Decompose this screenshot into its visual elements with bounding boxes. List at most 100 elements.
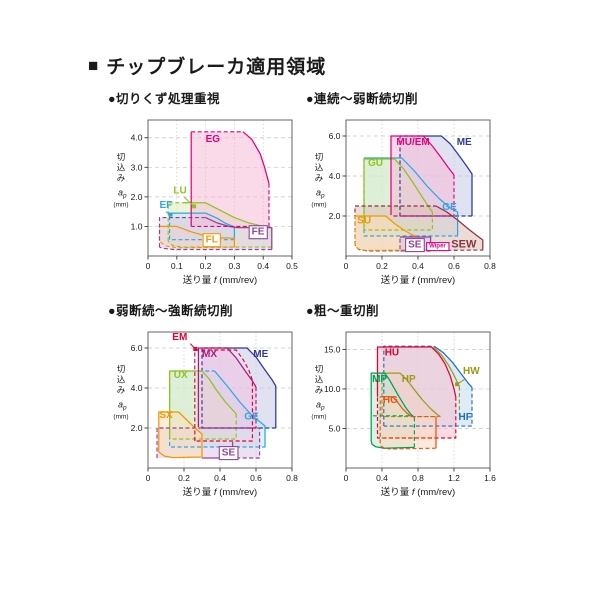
region-border-SEW <box>435 205 484 249</box>
label-SE: SE <box>408 240 422 251</box>
x-tick-label: 0 <box>344 261 349 271</box>
region-border-dashed-FL <box>158 226 235 249</box>
label-EF: EF <box>160 200 173 211</box>
region-border-FE <box>205 217 273 250</box>
region-border-dashed-EG <box>191 183 270 227</box>
chart-grid: ●切りくず処理重視 0 0.1 0.2 0.3 0.4 0.5 1.0 2.0 3.0 4.0 送り… <box>104 88 500 512</box>
label-GU: GU <box>368 158 383 169</box>
label-HW: HW <box>463 366 480 377</box>
region-border-HG <box>380 396 413 418</box>
y-axis-unit: (mm) <box>113 414 128 421</box>
y-axis-title-char: 切 <box>315 364 324 374</box>
y-axis-title-char: 込 <box>315 163 324 173</box>
label-LU: LU <box>173 185 186 196</box>
chart-heading: ●切りくず処理重視 <box>108 92 221 106</box>
region-border-EF <box>169 212 236 240</box>
region-border-MX <box>197 347 257 427</box>
chart-plot-heavy-cutting: 0 0.4 0.8 1.2 1.6 5.0 10.0 15.0 送り量 f (mm/rev) 切込… <box>302 320 500 514</box>
plot-border <box>147 119 293 257</box>
region-border-HW <box>432 346 460 387</box>
chart-svg-1: 0 0.2 0.4 0.6 0.8 2.0 4.0 6.0 送り量 f (mm/rev) 切込みa… <box>311 119 496 286</box>
label-HF: HF <box>459 412 472 423</box>
x-tick-label: 1.2 <box>448 473 460 483</box>
label-GE: GE <box>442 202 457 213</box>
label-EM: EM <box>172 332 187 343</box>
y-tick-label: 3.0 <box>131 162 143 172</box>
chart-heading: ●弱断続〜強断続切削 <box>108 304 234 318</box>
label-leader-marker-LU <box>192 204 197 209</box>
label-ME: ME <box>457 137 472 148</box>
x-tick-label: 0.4 <box>412 261 424 271</box>
x-tick-label: 0.3 <box>228 261 240 271</box>
x-tick-label: 0.2 <box>200 261 212 271</box>
x-tick-label: 0 <box>146 473 151 483</box>
y-axis-title-char: み <box>315 385 324 395</box>
region-border-ME <box>227 347 277 428</box>
region-border-ME <box>421 135 473 216</box>
region-MU/EM <box>391 136 454 216</box>
region-border-dashed-FE <box>158 217 206 248</box>
y-axis-variable: ap <box>118 188 127 200</box>
chart-svg-2: 0 0.2 0.4 0.6 0.8 2.0 4.0 6.0 送り量 f (mm/rev) 切込みa… <box>113 331 298 498</box>
y-tick-label: 4.0 <box>131 133 143 143</box>
label-leader-marker-EF <box>168 212 173 217</box>
x-tick-label: 0.4 <box>214 473 226 483</box>
region-border-GE <box>364 157 459 235</box>
y-tick-label: 5.0 <box>329 423 341 433</box>
page-title-text: チップブレーカ適用領域 <box>106 57 327 78</box>
label-box-FE <box>248 225 268 240</box>
region-border-HU <box>376 346 457 397</box>
x-tick-label: 0.8 <box>286 473 298 483</box>
y-axis-title-char: み <box>117 173 126 183</box>
label-SU: SU <box>357 216 371 227</box>
region-border-HF <box>433 345 473 388</box>
label-FE: FE <box>252 227 265 238</box>
y-tick-label: 4.0 <box>131 383 143 393</box>
region-HG <box>380 396 436 449</box>
y-axis-title-char: み <box>117 385 126 395</box>
y-axis-unit: (mm) <box>311 202 326 209</box>
label-EG: EG <box>206 134 221 145</box>
chart-cell-chip-control: ●切りくず処理重視 0 0.1 0.2 0.3 0.4 0.5 1.0 2.0 3.0 4.0 送り… <box>104 88 302 300</box>
y-axis-title-char: 込 <box>315 375 324 385</box>
region-border-dashed-HG <box>379 396 437 450</box>
x-axis-title: 送り量 f (mm/rev) <box>381 274 455 286</box>
label-SEW: SEW <box>451 239 477 251</box>
y-tick-label: 2.0 <box>131 192 143 202</box>
label-MX: MX <box>202 349 217 360</box>
region-border-EG <box>242 131 270 184</box>
x-tick-label: 0 <box>146 261 151 271</box>
label-HU: HU <box>385 348 399 359</box>
region-border-dashed-MU/EM <box>391 175 455 217</box>
region-border-dashed-LU <box>167 202 183 242</box>
label-box-SE <box>218 446 239 461</box>
region-border-UX <box>168 370 237 438</box>
label-box-SE <box>405 238 425 253</box>
x-tick-label: 0.2 <box>178 473 190 483</box>
region-border-dashed-SE <box>156 427 261 459</box>
region-MX <box>198 348 256 428</box>
chart-heading: ●粗〜重切削 <box>306 304 380 318</box>
label-HP: HP <box>402 374 416 385</box>
x-tick-label: 0.4 <box>376 473 388 483</box>
x-axis-title: 送り量 f (mm/rev) <box>183 486 257 498</box>
y-axis-unit: (mm) <box>311 414 326 421</box>
label-GE: GE <box>244 412 259 423</box>
region-border-dashed-UX <box>169 414 237 440</box>
region-border-MP <box>370 372 415 442</box>
y-axis-title-char: 切 <box>117 364 126 374</box>
x-tick-label: 0 <box>344 473 349 483</box>
y-tick-label: 4.0 <box>329 171 341 181</box>
y-axis-variable: ap <box>118 400 127 412</box>
chart-cell-continuous-cutting: ●連続〜弱断続切削 0 0.2 0.4 0.6 0.8 2.0 4.0 6.0 送り量 f (m… <box>302 88 500 300</box>
label-box-Wiper <box>426 242 450 252</box>
label-box-FL <box>202 233 221 248</box>
chart-cell-heavy-cutting: ●粗〜重切削 0 0.4 0.8 1.2 1.6 5.0 10.0 15.0 送り量 f (mm… <box>302 300 500 512</box>
x-axis-title: 送り量 f (mm/rev) <box>381 486 455 498</box>
y-axis-title-char: 切 <box>315 152 324 162</box>
region-border-SX <box>158 411 203 459</box>
label-SX: SX <box>159 410 173 421</box>
region-border-MU/EM <box>390 135 455 215</box>
region-border-dashed-HF <box>383 387 473 427</box>
